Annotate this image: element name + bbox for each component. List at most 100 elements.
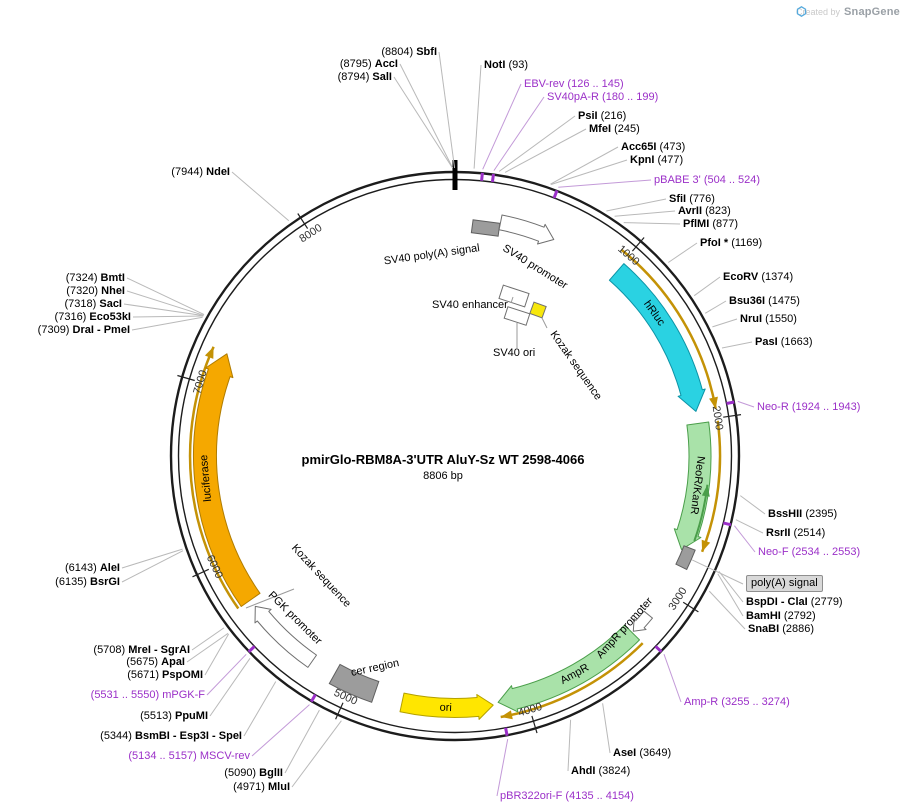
enzyme-site-label[interactable]: SfiI (776) xyxy=(669,192,715,206)
leader-line xyxy=(291,720,342,788)
enzyme-site-label[interactable]: (8795) AccI xyxy=(340,57,398,71)
watermark-prefix: Created by xyxy=(795,7,840,17)
feature-box-label[interactable]: poly(A) signal xyxy=(746,575,823,592)
enzyme-site-label[interactable]: (5344) BsmBI - Esp3I - SpeI xyxy=(100,729,242,743)
watermark-brand: SnapGene xyxy=(843,6,900,18)
site-name: SacI xyxy=(99,298,122,310)
enzyme-site-label[interactable]: PsiI (216) xyxy=(578,109,626,123)
orf-arc xyxy=(500,642,644,719)
feature-kozak-sequence[interactable] xyxy=(529,301,547,319)
primer-label[interactable]: Neo-F (2534 .. 2553) xyxy=(758,545,860,559)
enzyme-site-label[interactable]: (8794) SalI xyxy=(338,70,392,84)
site-position: (8804) xyxy=(381,46,414,58)
site-position: (2792) xyxy=(783,610,816,622)
enzyme-site-label[interactable]: (7944) NdeI xyxy=(171,165,230,179)
site-position: (5513) xyxy=(140,710,172,722)
orf-arc-arrowhead xyxy=(709,396,718,409)
enzyme-site-label[interactable]: AseI (3649) xyxy=(613,746,671,760)
site-position: (5531 .. 5550) xyxy=(90,689,160,701)
enzyme-site-label[interactable]: NruI (1550) xyxy=(740,312,797,326)
site-position: (216) xyxy=(600,110,627,122)
enzyme-site-label[interactable]: PasI (1663) xyxy=(755,335,813,349)
enzyme-site-label[interactable]: SnaBI (2886) xyxy=(748,622,814,636)
enzyme-site-label[interactable]: KpnI (477) xyxy=(630,153,683,167)
enzyme-site-label[interactable]: (6135) BsrGI xyxy=(55,575,120,589)
enzyme-site-label[interactable]: Bsu36I (1475) xyxy=(729,294,800,308)
enzyme-site-label[interactable]: (7324) BmtI xyxy=(66,271,125,285)
enzyme-site-label[interactable]: EcoRV (1374) xyxy=(723,270,793,284)
enzyme-site-label[interactable]: Acc65I (473) xyxy=(621,140,685,154)
leader-line xyxy=(550,159,628,185)
leader-line xyxy=(606,198,667,212)
feature-leader-line xyxy=(245,588,295,609)
enzyme-site-label[interactable]: (7320) NheI xyxy=(66,284,125,298)
primer-label[interactable]: EBV-rev (126 .. 145) xyxy=(524,77,624,91)
feature-sv40-ori[interactable] xyxy=(503,306,531,326)
enzyme-site-label[interactable]: NotI (93) xyxy=(484,58,528,72)
site-name: Amp-R xyxy=(684,696,719,708)
primer-label[interactable]: Amp-R (3255 .. 3274) xyxy=(684,695,790,709)
feature-sv40-promoter[interactable] xyxy=(498,214,555,245)
enzyme-site-label[interactable]: PfoI * (1169) xyxy=(700,236,762,250)
primer-label[interactable]: (5134 .. 5157) MSCV-rev xyxy=(128,749,250,763)
enzyme-site-label[interactable]: (5671) PspOMI xyxy=(127,668,203,682)
leader-line xyxy=(623,222,681,225)
primer-label[interactable]: Neo-R (1924 .. 1943) xyxy=(757,400,860,414)
feature-ampr[interactable] xyxy=(497,624,640,713)
enzyme-site-label[interactable]: AhdI (3824) xyxy=(571,764,630,778)
site-name: EcoRV xyxy=(723,271,759,283)
enzyme-site-label[interactable]: (5708) MreI - SgrAI xyxy=(93,643,190,657)
enzyme-site-label[interactable]: BspDI - ClaI (2779) xyxy=(746,595,843,609)
feature-sv40-enhancer[interactable] xyxy=(498,284,530,308)
leader-line xyxy=(740,495,766,515)
site-name: BssHII xyxy=(768,508,803,520)
site-position: (7324) xyxy=(65,272,98,284)
enzyme-site-label[interactable]: AvrII (823) xyxy=(678,204,731,218)
leader-line xyxy=(209,658,251,717)
feature-ampr-promoter[interactable] xyxy=(632,610,653,632)
site-position: (2886) xyxy=(782,623,815,635)
site-position: (6143) xyxy=(64,562,97,574)
enzyme-site-label[interactable]: (7318) SacI xyxy=(65,297,123,311)
plasmid-length-label: 8806 bp xyxy=(423,470,463,482)
enzyme-site-label[interactable]: MfeI (245) xyxy=(589,122,640,136)
site-position: (2534 .. 2553) xyxy=(791,546,861,558)
enzyme-site-label[interactable]: BamHI (2792) xyxy=(746,609,816,623)
primer-label[interactable]: SV40pA-R (180 .. 199) xyxy=(547,90,658,104)
feature-hrluc[interactable] xyxy=(608,263,706,412)
site-position: (5671) xyxy=(127,669,159,681)
enzyme-site-label[interactable]: (5090) BglII xyxy=(224,766,283,780)
enzyme-site-label[interactable]: (5675) ApaI xyxy=(126,655,185,669)
enzyme-site-label[interactable]: (7316) Eco53kI xyxy=(55,310,131,324)
watermark: Created by SnapGene xyxy=(796,6,900,18)
leader-line xyxy=(663,654,682,703)
enzyme-site-label[interactable]: BssHII (2395) xyxy=(768,507,837,521)
snapgene-logo-icon xyxy=(796,6,807,17)
feature-cer-region[interactable] xyxy=(328,663,380,703)
primer-label[interactable]: pBR322ori-F (4135 .. 4154) xyxy=(500,789,634,803)
site-name: MfeI xyxy=(589,123,611,135)
site-position: (1475) xyxy=(768,295,800,307)
primer-label[interactable]: (5531 .. 5550) mPGK-F xyxy=(91,688,205,702)
site-position: (776) xyxy=(689,193,715,205)
leader-line xyxy=(704,300,727,314)
feature-poly-a-signal[interactable] xyxy=(675,545,696,571)
orf-arc-arrowhead xyxy=(500,710,513,720)
feature-pgk-promoter[interactable] xyxy=(254,605,317,668)
feature-ori[interactable] xyxy=(399,692,494,720)
enzyme-site-label[interactable]: (7309) DraI - PmeI xyxy=(38,323,130,337)
site-name: Bsu36I xyxy=(729,295,766,307)
orf-arc-arrowhead xyxy=(701,539,711,552)
enzyme-site-label[interactable]: (5513) PpuMI xyxy=(140,709,208,723)
enzyme-site-label[interactable]: (8804) SbfI xyxy=(381,45,437,59)
site-name: AccI xyxy=(374,58,398,70)
leader-line xyxy=(482,83,522,170)
primer-label[interactable]: pBABE 3' (504 .. 524) xyxy=(654,173,760,187)
enzyme-site-label[interactable]: (4971) MluI xyxy=(233,780,290,794)
enzyme-site-label[interactable]: (6143) AleI xyxy=(65,561,120,575)
feature-leader-line xyxy=(541,317,548,329)
enzyme-site-label[interactable]: PflMI (877) xyxy=(683,217,738,231)
plasmid-title: pmirGlo-RBM8A-3'UTR AluY-Sz WT 2598-4066 xyxy=(301,452,585,467)
enzyme-site-label[interactable]: RsrII (2514) xyxy=(766,526,825,540)
feature-luciferase[interactable] xyxy=(193,353,261,607)
